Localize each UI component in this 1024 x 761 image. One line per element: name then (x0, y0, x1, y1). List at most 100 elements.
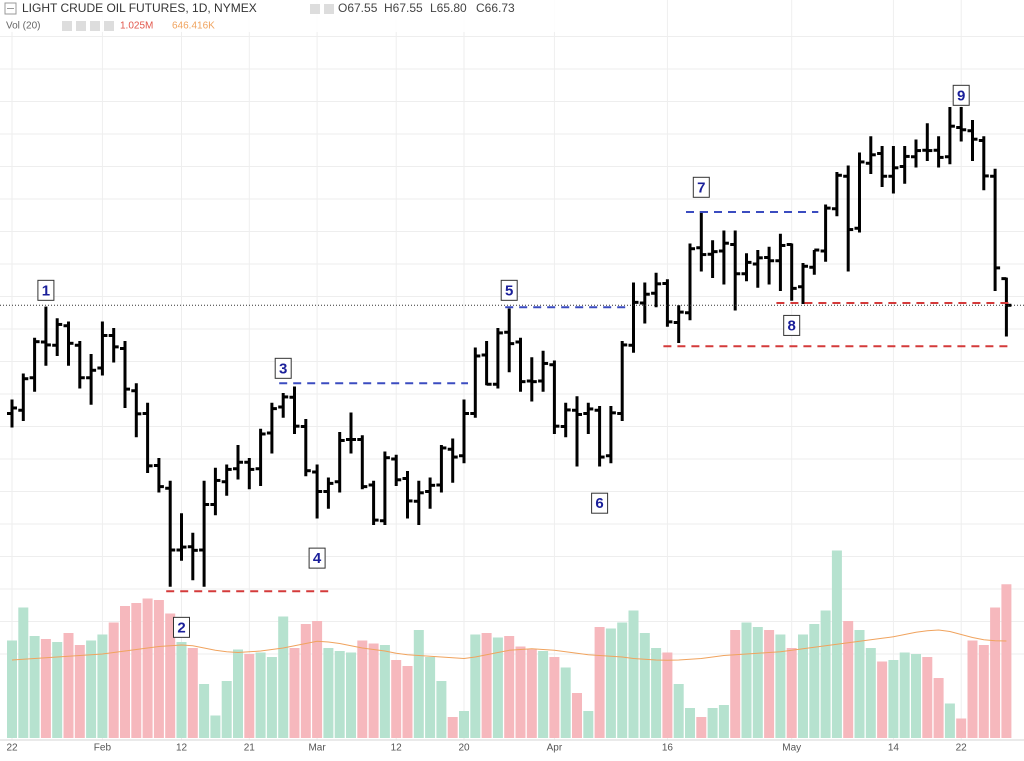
volume-bar (436, 681, 447, 738)
volume-bar (244, 654, 255, 738)
volume-bar (29, 636, 40, 738)
vol-icon[interactable] (62, 21, 72, 31)
annotation-label: 1 (42, 282, 50, 299)
volume-bar (221, 681, 232, 738)
x-tick-label: 14 (888, 743, 900, 754)
annotation-label: 2 (177, 619, 185, 636)
volume-bar (628, 610, 639, 738)
annotation-box (783, 314, 801, 336)
x-tick-label: May (782, 743, 801, 754)
volume-bar (605, 628, 616, 738)
volume-bar (685, 708, 695, 738)
volume-bar (368, 643, 379, 738)
volume-bar (402, 666, 413, 738)
volume-bar (187, 648, 198, 738)
hide-icon[interactable] (324, 4, 334, 14)
collapse-icon[interactable] (4, 2, 17, 15)
x-axis: 22 Feb 12 21 Mar 12 20 Apr 16 May 14 22 (6, 743, 967, 754)
volume-layer (7, 550, 1012, 738)
volume-bar (233, 649, 243, 738)
volume-bar (583, 711, 594, 738)
annotation-label: 3 (279, 360, 287, 377)
volume-bar (40, 639, 51, 738)
volume-bar (944, 703, 955, 738)
volume-bar (7, 640, 17, 738)
volume-bar (470, 634, 481, 738)
volume-bar (18, 607, 29, 738)
volume-bar (899, 652, 910, 738)
high-value: H67.55 (384, 1, 423, 15)
volume-bar (63, 633, 74, 738)
x-tick-label: 22 (956, 743, 968, 754)
volume-bar (549, 657, 560, 738)
volume-bar (255, 652, 266, 738)
annotation-box (952, 84, 970, 106)
volume-bar (741, 622, 752, 738)
volume-bar (572, 693, 582, 738)
volume-bar (278, 616, 289, 738)
annotation-box (500, 279, 518, 301)
volume-bar (74, 645, 85, 738)
volume-bar (651, 648, 662, 738)
volume-bar (481, 633, 492, 738)
volume-bar (379, 645, 390, 738)
settings-icon[interactable] (310, 4, 320, 14)
vol-icon[interactable] (104, 21, 114, 31)
volume-bar (300, 624, 311, 738)
annotation-box (274, 357, 292, 379)
volume-bar (967, 640, 978, 738)
volume-bar (798, 634, 808, 738)
volume-ma-last: 646.416K (172, 21, 215, 32)
vol-icon[interactable] (90, 21, 100, 31)
volume-bar (492, 637, 503, 738)
volume-bar (617, 622, 628, 738)
volume-bar (199, 684, 210, 738)
volume-bar (515, 646, 526, 738)
volume-bar (662, 652, 673, 738)
x-tick-label: 20 (458, 743, 470, 754)
vol-icon[interactable] (76, 21, 86, 31)
volume-bar (956, 718, 967, 738)
volume-bar (266, 657, 277, 738)
annotation-layer: 1 2 3 4 5 6 7 8 9 (37, 84, 1011, 638)
volume-bar (752, 627, 763, 738)
volume-bar (922, 657, 933, 738)
x-tick-label: 22 (6, 743, 18, 754)
volume-bar (97, 634, 108, 738)
volume-bar (131, 603, 142, 738)
volume-bar (854, 630, 865, 738)
volume-bar (639, 633, 650, 738)
price-layer (0, 107, 1024, 587)
annotation-label: 8 (788, 317, 796, 334)
x-tick-label: 12 (176, 743, 188, 754)
volume-bar (357, 640, 368, 738)
volume-bar (696, 717, 707, 738)
x-tick-label: 21 (244, 743, 256, 754)
volume-bar (843, 621, 854, 738)
x-tick-label: Apr (547, 743, 563, 754)
volume-bar (391, 660, 402, 738)
volume-bar (210, 715, 221, 738)
volume-bar (560, 667, 571, 738)
volume-bar (820, 610, 831, 738)
volume-ma-line (11, 629, 1007, 661)
volume-bar (888, 660, 899, 738)
volume-last: 1.025M (120, 21, 153, 32)
volume-bar (176, 642, 187, 738)
volume-bar (933, 678, 944, 738)
volume-bar (730, 630, 741, 738)
annotation-box (692, 176, 710, 198)
volume-bar (165, 613, 176, 738)
grid-layer (0, 0, 1024, 740)
annotation-label: 6 (595, 495, 603, 512)
annotation-label: 5 (505, 282, 513, 299)
volume-bar (323, 648, 334, 738)
volume-bar (142, 598, 153, 738)
volume-bar (786, 648, 797, 738)
x-tick-label: 16 (662, 743, 674, 754)
x-axis-strip (0, 741, 1024, 761)
volume-bar (865, 648, 876, 738)
chart-title: LIGHT CRUDE OIL FUTURES, 1D, NYMEX (22, 1, 257, 15)
